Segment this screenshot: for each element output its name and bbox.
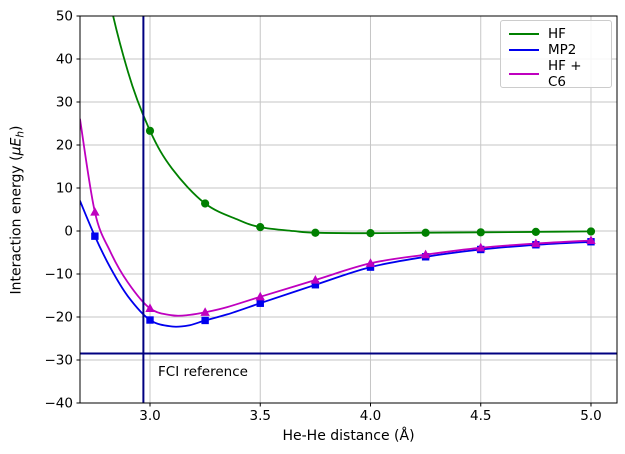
hf-c6-marker (365, 258, 376, 267)
reference-lines (80, 16, 617, 403)
hf-c6-marker (145, 303, 155, 312)
y-label-suffix: ) (8, 125, 25, 131)
hf-c6-marker (476, 242, 486, 252)
legend-item-hf-c6: HF + C6 (509, 58, 603, 90)
y-axis-label-text: Interaction energy (μEh) (8, 125, 26, 294)
x-axis-label: He-He distance (Å) (80, 428, 617, 444)
hf-c6-marker (90, 207, 100, 216)
mp2-marker (256, 299, 264, 307)
y-label-subscript-h: h (14, 130, 27, 138)
y-tick-label: 10 (56, 181, 73, 197)
x-tick-label: 3.5 (250, 408, 271, 424)
axes: 3.0 3.5 4.0 4.5 5.0 50 40 30 20 10 0 −10 −20 −30 −40 (45, 9, 618, 424)
y-label-mu: μ (8, 146, 25, 156)
y-tick-label: −30 (45, 353, 74, 369)
legend-line-sample-mp2 (509, 49, 539, 51)
x-tick-label: 3.0 (139, 408, 160, 424)
x-tick-label: 5.0 (580, 408, 601, 424)
plot-border (79, 15, 618, 404)
y-label-E: E (8, 137, 25, 147)
hf-c6-marker (200, 307, 210, 316)
hf-c6-marker (255, 291, 265, 301)
legend-label-mp2: MP2 (548, 42, 577, 58)
hf-c6-marker (420, 249, 431, 259)
hf-marker (145, 126, 155, 135)
hf-marker (531, 227, 540, 236)
mp2-marker (91, 232, 99, 240)
data-series (80, 16, 596, 328)
hf-marker (256, 223, 265, 232)
x-tick-label: 4.5 (470, 408, 491, 424)
y-tick-label: −10 (45, 267, 74, 283)
y-tick-label: −20 (45, 310, 74, 326)
x-tick-label: 4.0 (360, 408, 381, 424)
hf-marker (311, 228, 320, 237)
legend: HF MP2 HF + C6 (500, 20, 612, 90)
hf-c6-marker (586, 235, 596, 245)
hf-marker (421, 228, 430, 237)
mp2-marker (366, 263, 375, 271)
y-tick-label: 0 (64, 224, 73, 240)
y-tick-label: −40 (45, 396, 74, 412)
y-tick-label: 30 (56, 95, 73, 111)
mp2-marker (311, 281, 320, 289)
hf-c6-marker (531, 238, 541, 248)
mp2-marker (201, 316, 209, 325)
mp2-marker (146, 316, 154, 324)
hf-c6-marker (310, 275, 321, 284)
y-label-prefix: Interaction energy ( (8, 155, 25, 295)
legend-line-sample-hf (509, 33, 539, 35)
x-axis-label-text: He-He distance (Å) (282, 428, 415, 444)
mp2-curve (80, 200, 592, 328)
fci-reference-label: FCI reference (158, 364, 248, 380)
hf-marker (201, 199, 210, 208)
legend-item-mp2: MP2 (509, 42, 603, 58)
y-axis-label: Interaction energy (μEh) (0, 0, 34, 420)
legend-item-hf: HF (509, 26, 603, 42)
y-tick-label: 50 (56, 9, 73, 25)
legend-line-sample-hf-c6 (509, 73, 539, 75)
y-tick-label: 40 (56, 52, 73, 68)
legend-label-hf: HF (548, 26, 566, 42)
hf-marker (366, 229, 375, 238)
hf-marker (476, 228, 485, 237)
hf-marker (586, 227, 596, 236)
hf-c6-curve (80, 118, 592, 317)
legend-label-hf-c6: HF + C6 (548, 58, 582, 90)
y-tick-label: 20 (56, 138, 73, 154)
